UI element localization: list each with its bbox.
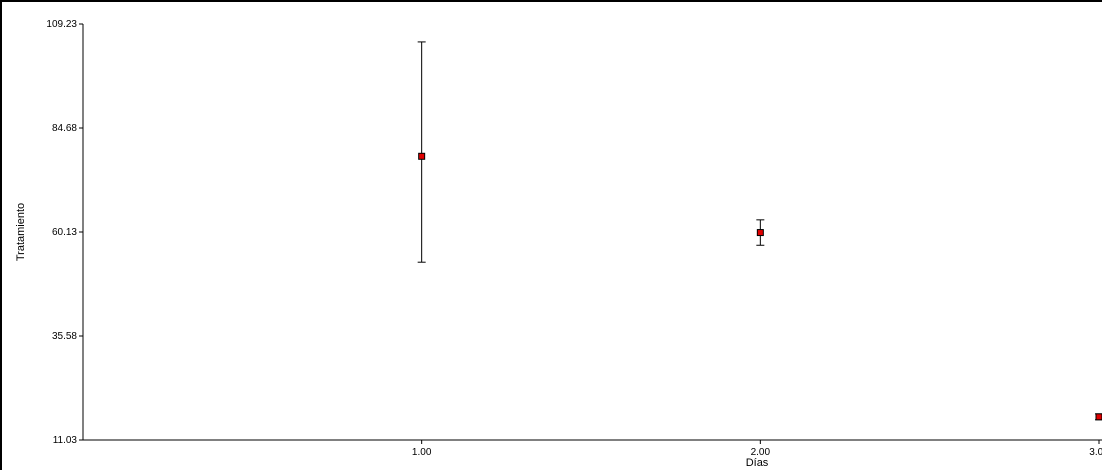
x-axis-title: Días [746, 457, 769, 469]
axes [82, 24, 1102, 441]
y-ticks: 11.03 35.58 60.13 84.68 109.23 [46, 19, 83, 446]
x-tick-label: 2.00 [751, 447, 771, 458]
y-tick-label: 60.13 [52, 227, 77, 238]
data-series [417, 41, 1102, 421]
y-tick-label: 109.23 [46, 19, 77, 30]
data-point [756, 229, 764, 237]
data-point [418, 152, 426, 160]
x-ticks: 1.00 2.00 3.00 [412, 440, 1102, 458]
y-tick-label: 11.03 [53, 435, 78, 446]
x-tick-label: 1.00 [412, 447, 432, 458]
y-tick-label: 35.58 [52, 331, 77, 342]
x-tick-label: 3.00 [1089, 447, 1102, 458]
data-point [1095, 413, 1102, 421]
y-tick-label: 84.68 [52, 123, 77, 134]
y-axis-title: Tratamiento [15, 203, 27, 261]
